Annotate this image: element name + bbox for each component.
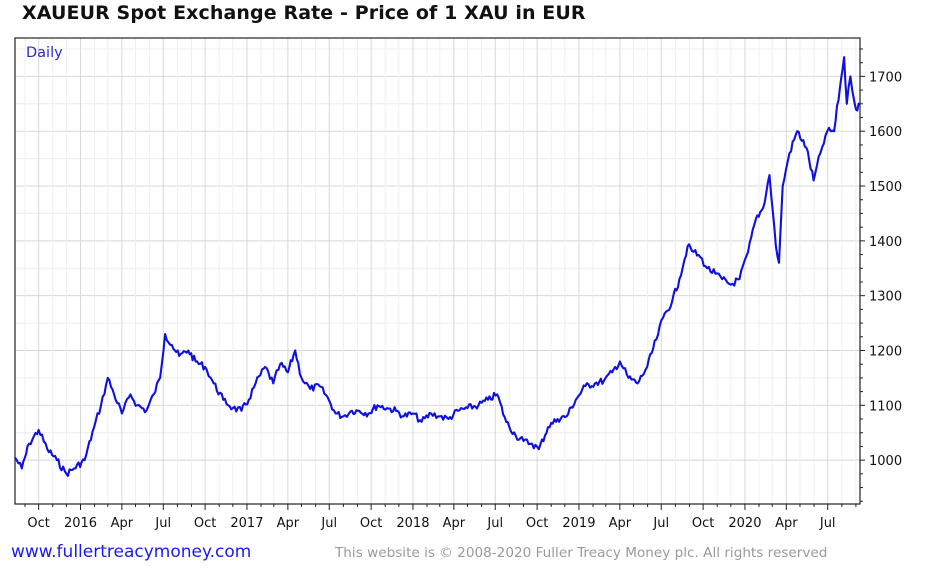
x-tick-label: Jul bbox=[486, 516, 503, 531]
x-tick-label: Apr bbox=[609, 516, 632, 531]
x-tick-label: Apr bbox=[775, 516, 798, 531]
copyright-notice: This website is © 2008-2020 Fuller Treac… bbox=[335, 545, 828, 561]
x-tick-label: Oct bbox=[692, 516, 714, 531]
website-link[interactable]: www.fullertreacymoney.com bbox=[11, 542, 252, 562]
y-tick-label: 1400 bbox=[869, 235, 902, 250]
x-tick-label: Oct bbox=[194, 516, 216, 531]
x-tick-label: Oct bbox=[27, 516, 49, 531]
y-axis: 1000 1100 1200 1300 1400 1500 1600 1700 bbox=[860, 48, 902, 502]
x-tick-label: 2020 bbox=[728, 516, 761, 531]
y-tick-label: 1500 bbox=[869, 180, 902, 195]
x-tick-label: Oct bbox=[360, 516, 382, 531]
y-tick-label: 1200 bbox=[869, 344, 902, 359]
x-tick-label: 2018 bbox=[396, 516, 429, 531]
x-tick-label: Jul bbox=[320, 516, 337, 531]
x-tick-label: 2016 bbox=[64, 516, 97, 531]
y-tick-label: 1000 bbox=[869, 454, 902, 469]
x-tick-label: Apr bbox=[277, 516, 300, 531]
plot-frame bbox=[14, 37, 861, 505]
chart-title: XAUEUR Spot Exchange Rate - Price of 1 X… bbox=[22, 2, 586, 24]
x-tick-label: Jul bbox=[652, 516, 669, 531]
y-tick-label: 1700 bbox=[869, 70, 902, 85]
y-tick-label: 1300 bbox=[869, 290, 902, 305]
y-tick-label: 1600 bbox=[869, 125, 902, 140]
frequency-label: Daily bbox=[26, 45, 63, 61]
x-tick-label: Apr bbox=[111, 516, 134, 531]
x-tick-label: Apr bbox=[443, 516, 466, 531]
chart: Daily 1000 1100 1200 1300 1400 1500 1600 1700 O… bbox=[14, 37, 902, 531]
series-line bbox=[14, 56, 861, 477]
x-tick-label: Jul bbox=[154, 516, 171, 531]
y-tick-label: 1100 bbox=[869, 399, 902, 414]
grid bbox=[15, 38, 860, 504]
x-tick-label: Jul bbox=[819, 516, 836, 531]
x-tick-label: 2019 bbox=[562, 516, 595, 531]
x-tick-label: 2017 bbox=[230, 516, 263, 531]
x-tick-label: Oct bbox=[526, 516, 548, 531]
x-axis: Oct 2016 Apr Jul Oct 2017 Apr Jul Oct 2018 Apr Jul O… bbox=[24, 504, 857, 531]
